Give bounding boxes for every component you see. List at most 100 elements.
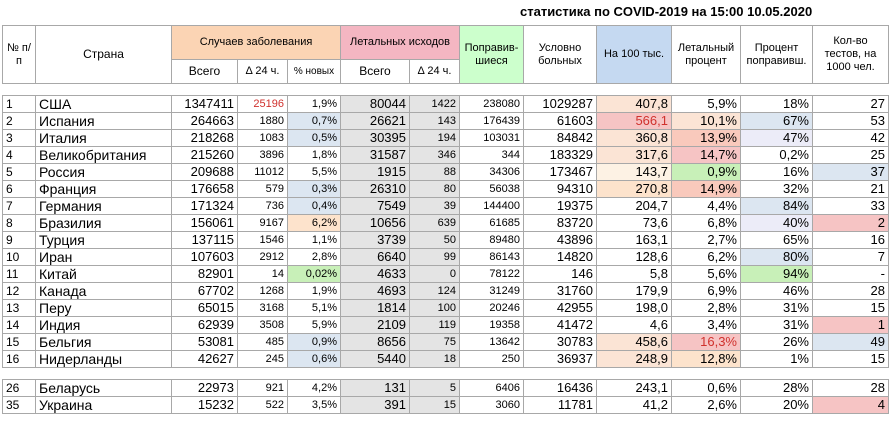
header-row-sub: Всего Δ 24 ч. % новых Всего Δ 24 ч. <box>3 59 889 84</box>
tests-per-1000: 27 <box>812 95 889 113</box>
country-name: Бразилия <box>35 214 172 232</box>
recovered-count: 238080 <box>459 95 524 113</box>
tests-per-1000: 53 <box>812 112 889 130</box>
mortality-pct: 13,9% <box>671 129 741 147</box>
table-row: 9 Турция 137115 1546 1,1% 3739 50 89480 43896 163… <box>2 231 889 249</box>
mortality-pct: 4,4% <box>671 197 741 215</box>
per100k-value: 5,8 <box>596 265 672 283</box>
sick-count: 16436 <box>523 379 597 397</box>
row-num: 10 <box>2 248 36 266</box>
header-cases-group: Случаев заболевания <box>171 25 341 60</box>
cases-total: 15232 <box>171 396 238 414</box>
mortality-pct: 5,9% <box>671 95 741 113</box>
deaths-delta: 100 <box>409 299 460 317</box>
per100k-value: 198,0 <box>596 299 672 317</box>
country-name: США <box>35 95 172 113</box>
recovered-count: 344 <box>459 146 524 164</box>
per100k-value: 73,6 <box>596 214 672 232</box>
recovered-count: 6406 <box>459 379 524 397</box>
mortality-pct: 10,1% <box>671 112 741 130</box>
cases-delta: 579 <box>237 180 288 198</box>
recovered-count: 78122 <box>459 265 524 283</box>
pct-new: 4,2% <box>287 379 341 397</box>
cases-total: 67702 <box>171 282 238 300</box>
country-name: Бельгия <box>35 333 172 351</box>
spacer-row <box>2 83 889 96</box>
sick-count: 61603 <box>523 112 597 130</box>
deaths-total: 26621 <box>340 112 410 130</box>
sick-count: 14820 <box>523 248 597 266</box>
mortality-pct: 3,4% <box>671 316 741 334</box>
mortality-pct: 12,8% <box>671 350 741 368</box>
recovered-pct: 20% <box>740 396 813 414</box>
sick-count: 1029287 <box>523 95 597 113</box>
per100k-value: 566,1 <box>596 112 672 130</box>
cases-delta: 2912 <box>237 248 288 266</box>
table-row: 16 Нидерланды 42627 245 0,6% 5440 18 250 36937 24… <box>2 350 889 368</box>
tests-per-1000: 2 <box>812 214 889 232</box>
header-recovered: Поправив-шиеся <box>459 25 524 84</box>
header-cases-delta: Δ 24 ч. <box>237 59 288 84</box>
country-name: Беларусь <box>35 379 172 397</box>
pct-new: 5,1% <box>287 299 341 317</box>
mortality-pct: 6,9% <box>671 282 741 300</box>
deaths-delta: 124 <box>409 282 460 300</box>
spacer-cell <box>2 367 889 380</box>
recovered-count: 13642 <box>459 333 524 351</box>
cases-total: 53081 <box>171 333 238 351</box>
mortality-pct: 6,8% <box>671 214 741 232</box>
row-num: 4 <box>2 146 36 164</box>
cases-total: 137115 <box>171 231 238 249</box>
sick-count: 42955 <box>523 299 597 317</box>
cases-total: 107603 <box>171 248 238 266</box>
cases-total: 62939 <box>171 316 238 334</box>
deaths-delta: 18 <box>409 350 460 368</box>
table-row: 10 Иран 107603 2912 2,8% 6640 99 86143 14820 128,… <box>2 248 889 266</box>
mortality-pct: 0,9% <box>671 163 741 181</box>
cases-total: 156061 <box>171 214 238 232</box>
deaths-total: 131 <box>340 379 410 397</box>
cases-total: 42627 <box>171 350 238 368</box>
recovered-pct: 31% <box>740 316 813 334</box>
header-recovered-pct: Процент поправивш. <box>740 25 813 84</box>
cases-delta: 1880 <box>237 112 288 130</box>
table-row: 15 Бельгия 53081 485 0,9% 8656 75 13642 30783 458… <box>2 333 889 351</box>
cases-delta: 3896 <box>237 146 288 164</box>
country-name: Китай <box>35 265 172 283</box>
cases-total: 209688 <box>171 163 238 181</box>
sick-count: 19375 <box>523 197 597 215</box>
tests-per-1000: 4 <box>812 396 889 414</box>
pct-new: 1,8% <box>287 146 341 164</box>
table-row: 26 Беларусь 22973 921 4,2% 131 5 6406 16436 243,1… <box>2 379 889 397</box>
header-per100k: На 100 тыс. <box>596 25 672 84</box>
per100k-value: 458,6 <box>596 333 672 351</box>
table-row: 2 Испания 264663 1880 0,7% 26621 143 176439 6160… <box>2 112 889 130</box>
cases-total: 82901 <box>171 265 238 283</box>
country-name: Индия <box>35 316 172 334</box>
per100k-value: 407,8 <box>596 95 672 113</box>
deaths-total: 10656 <box>340 214 410 232</box>
cases-delta: 3168 <box>237 299 288 317</box>
cases-delta: 14 <box>237 265 288 283</box>
cases-total: 22973 <box>171 379 238 397</box>
per100k-value: 204,7 <box>596 197 672 215</box>
deaths-total: 391 <box>340 396 410 414</box>
row-num: 7 <box>2 197 36 215</box>
country-name: Перу <box>35 299 172 317</box>
mortality-pct: 16,3% <box>671 333 741 351</box>
cases-total: 65015 <box>171 299 238 317</box>
sick-count: 83720 <box>523 214 597 232</box>
per100k-value: 163,1 <box>596 231 672 249</box>
tests-per-1000: - <box>812 265 889 283</box>
tests-per-1000: 21 <box>812 180 889 198</box>
mortality-pct: 14,9% <box>671 180 741 198</box>
table-row: 1 США 1347411 25196 1,9% 80044 1422 238080 10292… <box>2 95 889 113</box>
row-num: 1 <box>2 95 36 113</box>
mortality-pct: 2,8% <box>671 299 741 317</box>
country-name: Канада <box>35 282 172 300</box>
header-deaths-delta: Δ 24 ч. <box>409 59 460 84</box>
tests-per-1000: 28 <box>812 379 889 397</box>
recovered-count: 56038 <box>459 180 524 198</box>
pct-new: 0,02% <box>287 265 341 283</box>
header-deaths-total: Всего <box>340 59 410 84</box>
